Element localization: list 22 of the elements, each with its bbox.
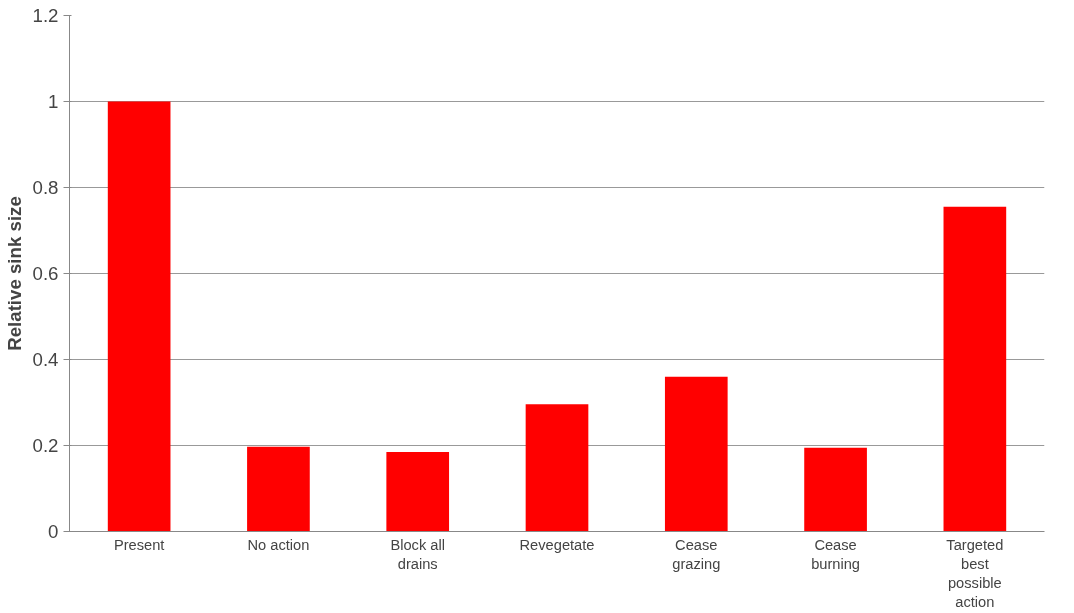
bar <box>247 446 310 532</box>
bar <box>943 206 1007 532</box>
x-tick-label: Targeted best possible action <box>946 536 1004 611</box>
bar <box>525 404 589 532</box>
bar <box>386 451 450 532</box>
y-tick-label: 0.8 <box>32 177 59 198</box>
bar <box>664 376 728 532</box>
y-tick-label: 1 <box>48 91 59 112</box>
y-tick-label: 0.6 <box>32 263 59 284</box>
y-axis-title: Relative sink size <box>3 196 25 351</box>
x-tick-label: Cease burning <box>811 536 861 572</box>
bar <box>107 101 171 532</box>
x-tick-label: Block all drains <box>390 536 446 572</box>
y-tick-label: 0.2 <box>32 435 59 456</box>
y-tick-label: 0 <box>48 521 59 542</box>
x-tick-label: Cease grazing <box>672 536 721 572</box>
bar <box>804 447 867 532</box>
y-tick-label: 0.4 <box>32 349 59 370</box>
y-tick-label: 1.2 <box>32 5 59 26</box>
x-tick-label: Present <box>113 536 165 553</box>
x-tick-label: No action <box>247 536 310 553</box>
x-tick-label: Revegetate <box>519 536 595 553</box>
